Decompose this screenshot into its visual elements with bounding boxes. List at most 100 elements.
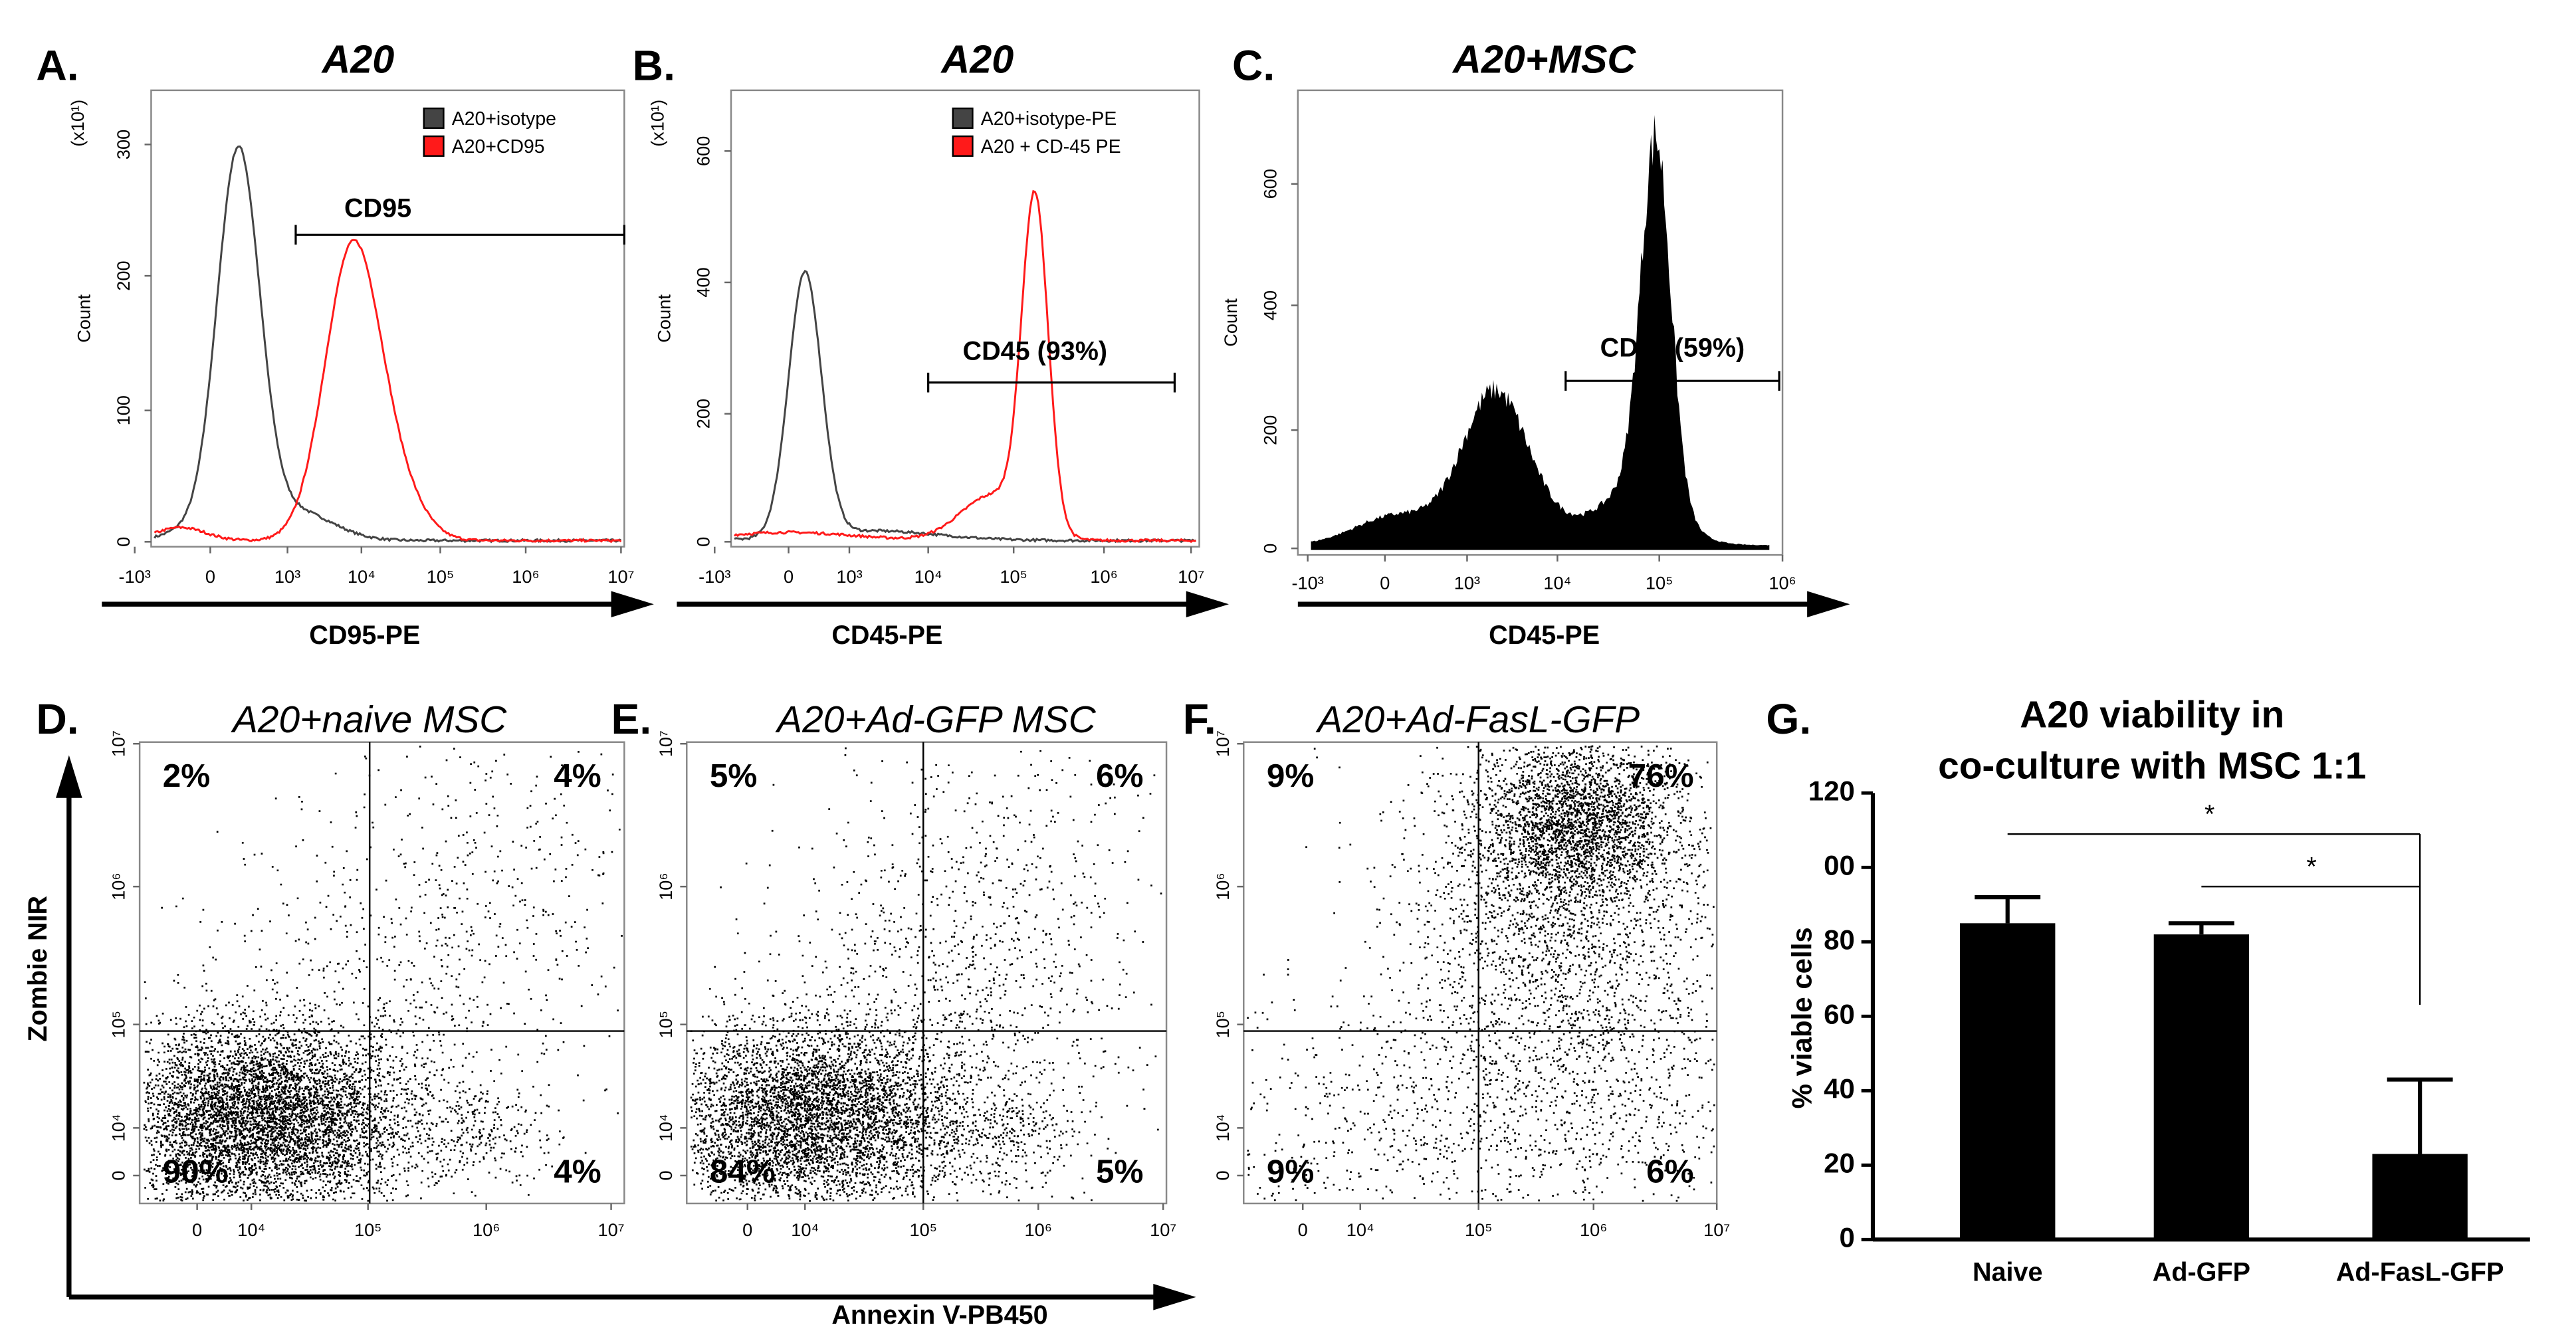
y-unit: (x10¹) <box>67 100 88 147</box>
quadrant-percent: 9% <box>1267 1154 1314 1190</box>
y-tick-label: 00 <box>1824 849 1855 880</box>
x-tick-label: 0 <box>742 1219 752 1240</box>
x-tick-label: 10⁶ <box>1769 573 1796 593</box>
panel-title: A20+MSC <box>1451 37 1636 82</box>
y-axis-label: Count <box>74 294 94 343</box>
x-tick-label: 10⁵ <box>1465 1219 1493 1240</box>
arrow-head <box>611 591 654 617</box>
panel-letter: D. <box>36 695 78 743</box>
scatter-dots <box>1247 745 1715 1202</box>
x-tick-label: 10⁴ <box>1346 1219 1374 1240</box>
legend-label: A20+isotype-PE <box>981 108 1117 130</box>
y-tick-label: 200 <box>693 399 714 429</box>
y-unit: (x10¹) <box>647 100 667 147</box>
y-tick-label: 0 <box>113 537 134 547</box>
x-tick-label: 10⁶ <box>473 1219 500 1240</box>
x-tick-label: 10⁴ <box>1543 573 1571 593</box>
quadrant-percent: 6% <box>1096 758 1143 794</box>
plot-frame <box>138 741 625 1205</box>
plot-frame <box>1297 89 1784 556</box>
y-tick-label: 120 <box>1808 775 1855 806</box>
x-tick-label: 10³ <box>274 566 300 587</box>
y-tick-label: 60 <box>1824 998 1855 1029</box>
y-tick-label: 40 <box>1824 1073 1855 1104</box>
panel-letter: B. <box>633 42 675 90</box>
x-tick-label: 10⁵ <box>427 566 455 587</box>
x-axis-label: CD45-PE <box>1489 621 1600 650</box>
panel-letter: G. <box>1766 695 1811 743</box>
y-tick-label: 400 <box>1259 290 1280 320</box>
y-tick-label: 0 <box>1839 1221 1854 1253</box>
histogram-curve <box>734 269 1196 544</box>
y-tick-label: 10⁷ <box>655 730 676 757</box>
x-axis-label: CD45-PE <box>831 621 942 650</box>
y-tick-label: 20 <box>1824 1147 1855 1178</box>
x-tick-label: 10⁵ <box>1000 566 1027 587</box>
panel-letter: F. <box>1183 695 1216 743</box>
quadrant-percent: 5% <box>1096 1154 1143 1190</box>
legend-swatch <box>952 107 974 129</box>
scatter-dots <box>690 747 1162 1202</box>
legend-swatch <box>423 107 445 129</box>
plot-frame <box>1243 741 1718 1205</box>
y-tick-label: 100 <box>113 395 134 425</box>
chart-title: co-culture with MSC 1:1 <box>1938 745 2366 787</box>
y-tick-label: 0 <box>1212 1170 1233 1180</box>
x-tick-label: 10⁵ <box>354 1219 382 1240</box>
chart-title: A20 viability in <box>2020 694 2284 736</box>
plot-frame <box>686 741 1168 1205</box>
x-tick-label: 0 <box>205 566 215 587</box>
x-tick-label: 10⁷ <box>1150 1219 1176 1240</box>
x-tick-label: Naive <box>1973 1258 2043 1287</box>
y-axis-label: Count <box>653 294 674 343</box>
x-tick-label: 0 <box>1298 1219 1308 1240</box>
y-tick-label: 10⁴ <box>1212 1114 1233 1142</box>
y-axis-label: Zombie NIR <box>23 896 53 1042</box>
x-tick-label: 10⁴ <box>237 1219 265 1240</box>
x-tick-label: 10³ <box>1454 573 1480 593</box>
legend-label: A20 + CD-45 PE <box>981 136 1121 157</box>
y-tick-label: 10⁶ <box>655 873 676 900</box>
quadrant-percent: 5% <box>710 758 757 794</box>
histogram-fill <box>1311 114 1770 550</box>
y-tick-label: 300 <box>113 130 134 159</box>
y-tick-label: 10⁵ <box>655 1011 676 1038</box>
x-tick-label: Ad-FasL-GFP <box>2336 1258 2504 1287</box>
gate-label: CD45 (93%) <box>963 337 1108 366</box>
arrow-head <box>1186 591 1230 617</box>
y-tick-label: 600 <box>1259 169 1280 199</box>
scatter-dots <box>143 746 623 1202</box>
quadrant-percent: 2% <box>163 758 210 794</box>
quadrant-percent: 90% <box>163 1154 229 1190</box>
x-tick-label: 0 <box>784 566 794 587</box>
arrow-head <box>1807 591 1850 617</box>
y-tick-label: 10⁵ <box>1212 1011 1233 1038</box>
x-tick-label: Ad-GFP <box>2153 1258 2250 1287</box>
histogram-curve <box>154 239 622 544</box>
x-tick-label: 0 <box>192 1219 202 1240</box>
y-tick-label: 0 <box>108 1170 129 1180</box>
x-tick-label: 10⁷ <box>1703 1219 1730 1240</box>
x-tick-label: 10⁷ <box>598 1219 625 1240</box>
legend-swatch <box>952 135 974 157</box>
arrow-head <box>56 755 82 798</box>
legend-label: A20+CD95 <box>452 136 545 157</box>
x-tick-label: 10⁵ <box>909 1219 937 1240</box>
x-tick-label: 0 <box>1380 573 1390 593</box>
y-tick-label: 10⁶ <box>1212 873 1233 900</box>
panel-title: A20+Ad-GFP MSC <box>775 699 1097 741</box>
x-tick-label: -10³ <box>119 566 151 587</box>
significance-mark: * <box>2204 799 2214 829</box>
x-axis-label: CD95-PE <box>309 621 420 650</box>
x-tick-label: -10³ <box>1291 573 1323 593</box>
y-tick-label: 10⁷ <box>1212 730 1233 757</box>
y-tick-label: 0 <box>655 1170 676 1180</box>
histogram-curve <box>733 189 1196 544</box>
x-tick-label: 10⁶ <box>512 566 539 587</box>
x-tick-label: 10⁷ <box>1178 566 1204 587</box>
plot-frame <box>730 89 1200 548</box>
panel-title: A20+Ad-FasL-GFP <box>1315 699 1640 741</box>
y-tick-label: 10⁵ <box>108 1011 129 1038</box>
x-tick-label: 10⁶ <box>1025 1219 1052 1240</box>
